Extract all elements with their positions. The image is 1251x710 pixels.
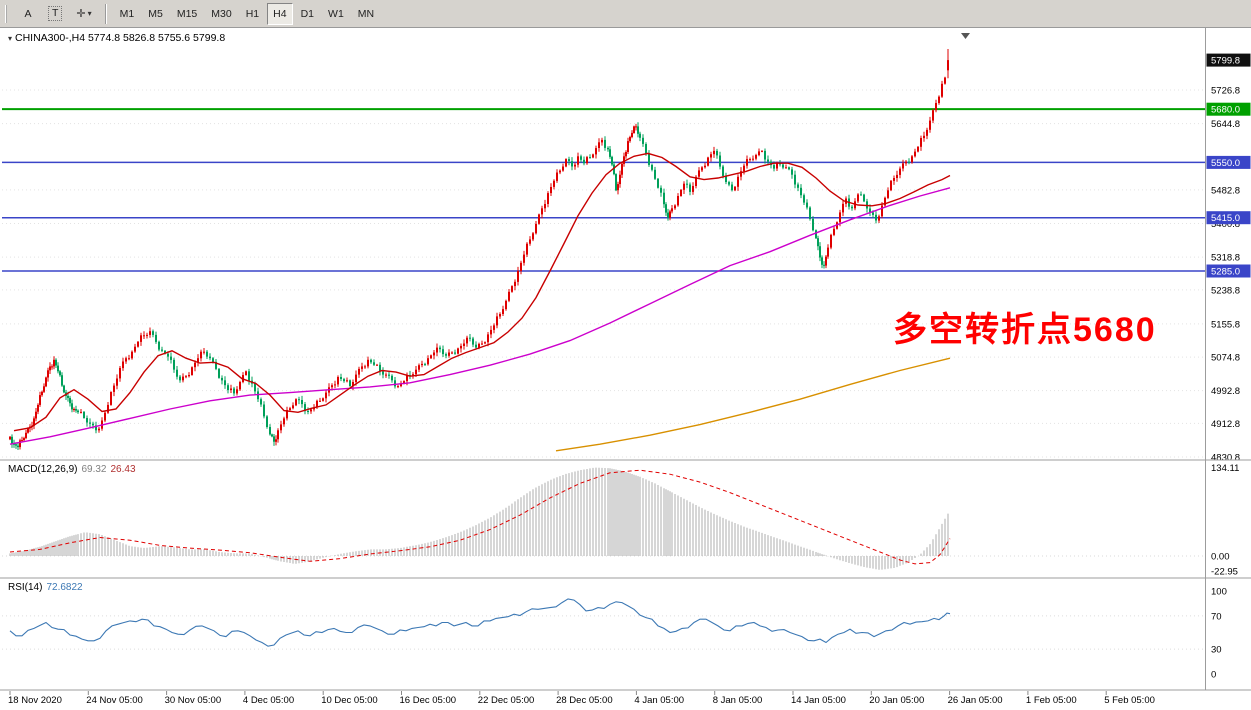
timeframe-m1[interactable]: M1 (114, 3, 141, 25)
rsi-axis-label: 70 (1211, 611, 1222, 622)
timeframe-d1[interactable]: D1 (295, 3, 320, 25)
price-axis-label: 5644.8 (1211, 119, 1240, 130)
rsi-axis[interactable]: 100 70 30 0 (1211, 587, 1227, 681)
time-axis-label: 1 Feb 05:00 (1026, 695, 1077, 706)
svg-text:5680.0: 5680.0 (1211, 105, 1240, 116)
price-axis-label: 5155.8 (1211, 319, 1240, 330)
chart-canvas[interactable]: 5726.8 5644.8 5482.8 5400.8 5318.8 5238.8 5155… (0, 28, 1251, 710)
level-lines[interactable] (2, 108, 1205, 272)
time-axis-label: 22 Dec 05:00 (478, 695, 535, 706)
rsi-axis-label: 100 (1211, 587, 1227, 598)
price-axis-label: 5238.8 (1211, 285, 1240, 296)
rsi-value: 72.6822 (46, 582, 83, 593)
symbol-marker-icon: ▾ (8, 34, 13, 43)
rsi-panel (2, 598, 1205, 650)
price-badge (1206, 264, 1251, 278)
toolbar: A T ✛ ▾ M1 M5 M15 M30 H1 H4 D1 W1 MN (0, 0, 1251, 28)
rsi-axis-label: 0 (1211, 670, 1216, 681)
rsi-line (9, 598, 951, 647)
time-axis-label: 10 Dec 05:00 (321, 695, 378, 706)
time-axis-label: 5 Feb 05:00 (1104, 695, 1155, 706)
time-axis-label: 18 Nov 2020 (8, 695, 62, 706)
timeframe-h4[interactable]: H4 (267, 2, 293, 25)
macd-axis-label: -22.95 (1211, 567, 1238, 578)
symbol-ohlc-header: ▾ CHINA300-,H4 5774.8 5826.8 5755.6 5799.… (8, 32, 225, 44)
time-axis-label: 14 Jan 05:00 (791, 695, 846, 706)
price-badges: 5799.8 5680.0 5550.0 5415.0 5285.0 (1206, 53, 1251, 278)
toolbar-grip[interactable] (5, 4, 9, 23)
svg-text:5285.0: 5285.0 (1211, 267, 1240, 278)
time-axis-label: 26 Jan 05:00 (948, 695, 1003, 706)
price-axis-label: 4912.8 (1211, 419, 1240, 430)
price-axis[interactable]: 5726.8 5644.8 5482.8 5400.8 5318.8 5238.8 5155… (1211, 86, 1240, 464)
macd-axis[interactable]: 134.11 0.00 -22.95 (1211, 463, 1239, 578)
price-badge (1206, 53, 1251, 67)
chart-annotation-text[interactable]: 多空转折点5680 (893, 311, 1157, 349)
macd-name: MACD(12,26,9) (8, 464, 78, 475)
rsi-indicator-label: RSI(14) 72.6822 (8, 582, 83, 593)
text-tool-label: T (48, 6, 63, 21)
price-axis-label: 5400.8 (1211, 219, 1240, 230)
price-badge (1206, 211, 1251, 225)
time-axis[interactable]: 18 Nov 2020 24 Nov 05:00 30 Nov 05:00 4 Dec… (8, 691, 1155, 706)
timeframe-h1[interactable]: H1 (240, 3, 265, 25)
macd-indicator-label: MACD(12,26,9) 69.32 26.43 (8, 464, 136, 475)
macd-signal-line (9, 469, 951, 565)
time-axis-label: 30 Nov 05:00 (165, 695, 222, 706)
crosshair-icon: ✛ (76, 8, 86, 20)
price-axis-label: 5074.8 (1211, 353, 1240, 364)
time-axis-label: 8 Jan 05:00 (713, 695, 763, 706)
time-axis-label: 4 Dec 05:00 (243, 695, 294, 706)
macd-histogram (2, 467, 1205, 570)
price-axis-label: 5318.8 (1211, 253, 1240, 264)
time-axis-label: 4 Jan 05:00 (634, 695, 684, 706)
ma-red-line (13, 152, 951, 432)
time-axis-label: 20 Jan 05:00 (869, 695, 924, 706)
timeframe-m5[interactable]: M5 (142, 3, 169, 25)
toolbar-separator (104, 3, 107, 24)
rsi-axis-label: 30 (1211, 645, 1222, 656)
timeframe-m30[interactable]: M30 (205, 3, 237, 25)
time-axis-label: 24 Nov 05:00 (86, 695, 143, 706)
time-axis-label: 16 Dec 05:00 (400, 695, 457, 706)
price-badge (1206, 102, 1251, 116)
timeframe-mn[interactable]: MN (352, 3, 380, 25)
price-axis-label: 4992.8 (1211, 386, 1240, 397)
chevron-down-icon: ▾ (87, 9, 92, 18)
text-tool-button[interactable]: T (42, 3, 68, 25)
arrow-tool-button[interactable]: A (16, 3, 40, 25)
svg-text:5415.0: 5415.0 (1211, 213, 1240, 224)
price-axis-label: 5482.8 (1211, 185, 1240, 196)
svg-text:5550.0: 5550.0 (1211, 158, 1240, 169)
macd-signal-value: 26.43 (110, 464, 136, 475)
cursor-tool-button[interactable]: ✛ ▾ (70, 3, 97, 25)
price-badge (1206, 155, 1251, 169)
macd-main-value: 69.32 (81, 464, 107, 475)
ma-magenta-line (9, 187, 951, 445)
macd-axis-label: 0.00 (1211, 552, 1230, 563)
price-axis-label: 4830.8 (1211, 453, 1240, 464)
symbol-ohlc-text: CHINA300-,H4 5774.8 5826.8 5755.6 5799.8 (15, 32, 226, 44)
price-grid (2, 89, 1205, 458)
macd-axis-label: 134.11 (1211, 463, 1239, 474)
timeframe-w1[interactable]: W1 (322, 3, 350, 25)
chart-shift-marker[interactable] (961, 33, 970, 39)
price-axis-label: 5726.8 (1211, 86, 1240, 97)
time-axis-label: 28 Dec 05:00 (556, 695, 613, 706)
rsi-name: RSI(14) (8, 582, 43, 593)
svg-text:5799.8: 5799.8 (1211, 56, 1240, 67)
timeframe-m15[interactable]: M15 (171, 3, 203, 25)
ma-orange-line (555, 357, 951, 452)
